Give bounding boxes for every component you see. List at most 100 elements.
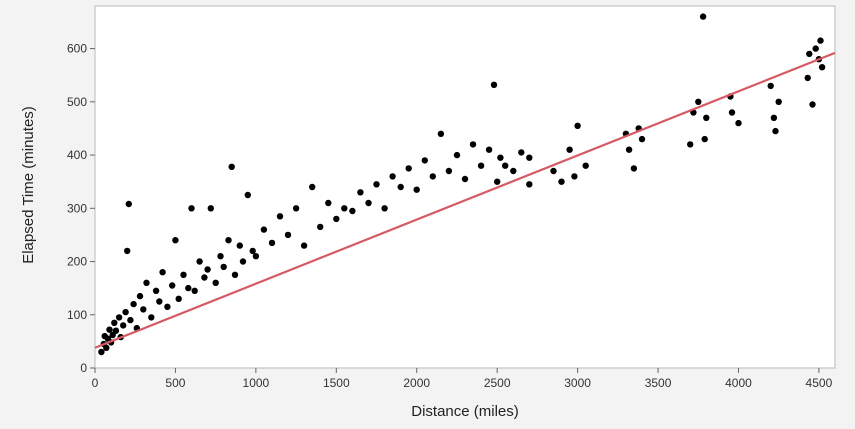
data-point — [772, 127, 779, 135]
data-point — [156, 298, 163, 305]
data-point — [212, 279, 219, 286]
data-point — [207, 205, 214, 212]
data-point — [228, 163, 235, 170]
data-point — [558, 178, 565, 185]
fit-line — [94, 51, 836, 349]
data-point — [510, 167, 517, 175]
data-point — [699, 13, 707, 20]
data-point — [445, 167, 453, 175]
data-point — [284, 231, 292, 239]
data-point — [381, 205, 388, 212]
data-point — [333, 215, 340, 223]
data-point — [220, 263, 227, 271]
x-tick-label: 2500 — [484, 376, 511, 390]
data-point — [477, 162, 485, 169]
data-point — [159, 269, 166, 276]
x-tick-label: 1000 — [243, 376, 270, 390]
data-point — [804, 74, 811, 82]
data-point — [106, 326, 113, 333]
data-point — [239, 258, 247, 265]
data-point — [268, 239, 276, 247]
y-axis-title: Elapsed Time (minutes) — [20, 106, 37, 264]
data-point — [260, 226, 268, 233]
data-point — [122, 308, 129, 316]
x-tick-label: 0 — [92, 376, 99, 390]
data-point — [687, 141, 694, 148]
x-tick-label: 1500 — [323, 376, 350, 390]
data-point — [701, 135, 708, 143]
data-point — [152, 287, 160, 294]
data-point — [317, 223, 324, 231]
y-axis: 0 100 200 300 400 500 600 — [67, 42, 95, 375]
data-point — [169, 282, 176, 289]
data-point — [566, 146, 573, 153]
x-tick-label: 3000 — [564, 376, 591, 390]
data-point — [115, 314, 123, 321]
data-point — [244, 191, 251, 199]
data-point — [497, 154, 504, 161]
data-point — [292, 205, 300, 212]
data-point — [485, 146, 493, 153]
data-point — [148, 314, 155, 321]
data-point — [582, 162, 589, 169]
plot-area — [94, 5, 836, 369]
data-point — [201, 274, 208, 281]
x-tick-label: 4000 — [725, 376, 752, 390]
data-point — [217, 253, 224, 260]
data-point — [357, 189, 364, 196]
x-tick-label: 3500 — [645, 376, 672, 390]
data-point — [188, 205, 195, 212]
data-point — [143, 279, 150, 286]
data-point — [125, 200, 132, 208]
data-point — [365, 199, 372, 207]
y-tick-label: 200 — [67, 255, 87, 269]
x-axis: 0 500 1000 1500 2000 2500 3000 3500 4000 4500 — [92, 368, 833, 390]
data-point — [405, 165, 412, 172]
x-tick-label: 500 — [165, 376, 185, 390]
data-point — [469, 141, 477, 148]
y-tick-label: 400 — [67, 148, 87, 162]
data-point — [625, 146, 633, 153]
data-point — [389, 173, 396, 180]
data-point — [494, 178, 501, 185]
x-axis-title: Distance (miles) — [411, 403, 519, 420]
data-point — [172, 237, 179, 244]
data-point — [526, 181, 533, 188]
y-tick-label: 600 — [67, 42, 87, 56]
data-point — [461, 175, 469, 183]
data-point — [571, 173, 578, 180]
data-point — [124, 247, 131, 255]
data-point — [120, 322, 127, 329]
data-point — [806, 50, 813, 58]
data-point — [196, 258, 203, 265]
data-point — [191, 287, 198, 294]
data-point — [767, 82, 774, 90]
data-point — [574, 122, 581, 129]
data-point — [236, 242, 243, 249]
data-point — [136, 292, 144, 300]
data-point — [526, 154, 533, 161]
y-tick-label: 100 — [67, 308, 87, 322]
data-point — [735, 119, 742, 127]
data-point — [550, 167, 557, 175]
data-point — [775, 98, 782, 106]
data-point — [818, 63, 826, 71]
data-point — [397, 183, 404, 191]
data-point — [695, 98, 702, 106]
data-point — [112, 327, 120, 334]
data-point — [518, 149, 525, 156]
data-point — [300, 242, 308, 249]
data-point — [164, 303, 171, 310]
data-point — [140, 306, 147, 313]
data-point — [185, 284, 192, 292]
data-point — [817, 37, 824, 44]
data-point — [429, 173, 436, 180]
data-point — [349, 207, 356, 215]
data-point — [812, 45, 819, 52]
data-point — [437, 130, 445, 137]
y-tick-label: 0 — [80, 361, 87, 375]
data-point — [180, 271, 187, 278]
data-point — [341, 205, 348, 212]
data-point — [103, 344, 110, 351]
